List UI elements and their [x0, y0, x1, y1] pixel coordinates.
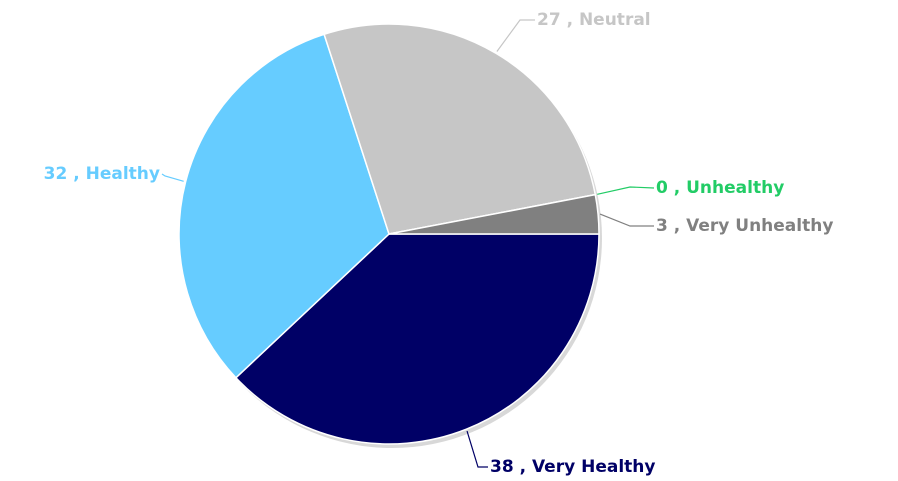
slice-label: 27 , Neutral — [537, 10, 651, 30]
leader-line — [161, 173, 184, 182]
pie-slice: Very Unhealthy — [388, 193, 600, 235]
slice-label: 32 , Healthy — [44, 164, 160, 184]
pie-slice: Neutral — [323, 23, 597, 235]
slice-label: 0 , Unhealthy — [656, 178, 784, 198]
pie-slice: Very Healthy — [234, 233, 600, 445]
leader-line — [496, 19, 535, 52]
leader-line — [599, 213, 654, 227]
slice-label: 3 , Very Unhealthy — [656, 216, 833, 236]
slice-label: 38 , Very Healthy — [490, 457, 655, 477]
leader-line — [466, 430, 488, 468]
leader-line — [597, 186, 655, 195]
pie-slice: Healthy — [178, 33, 390, 379]
